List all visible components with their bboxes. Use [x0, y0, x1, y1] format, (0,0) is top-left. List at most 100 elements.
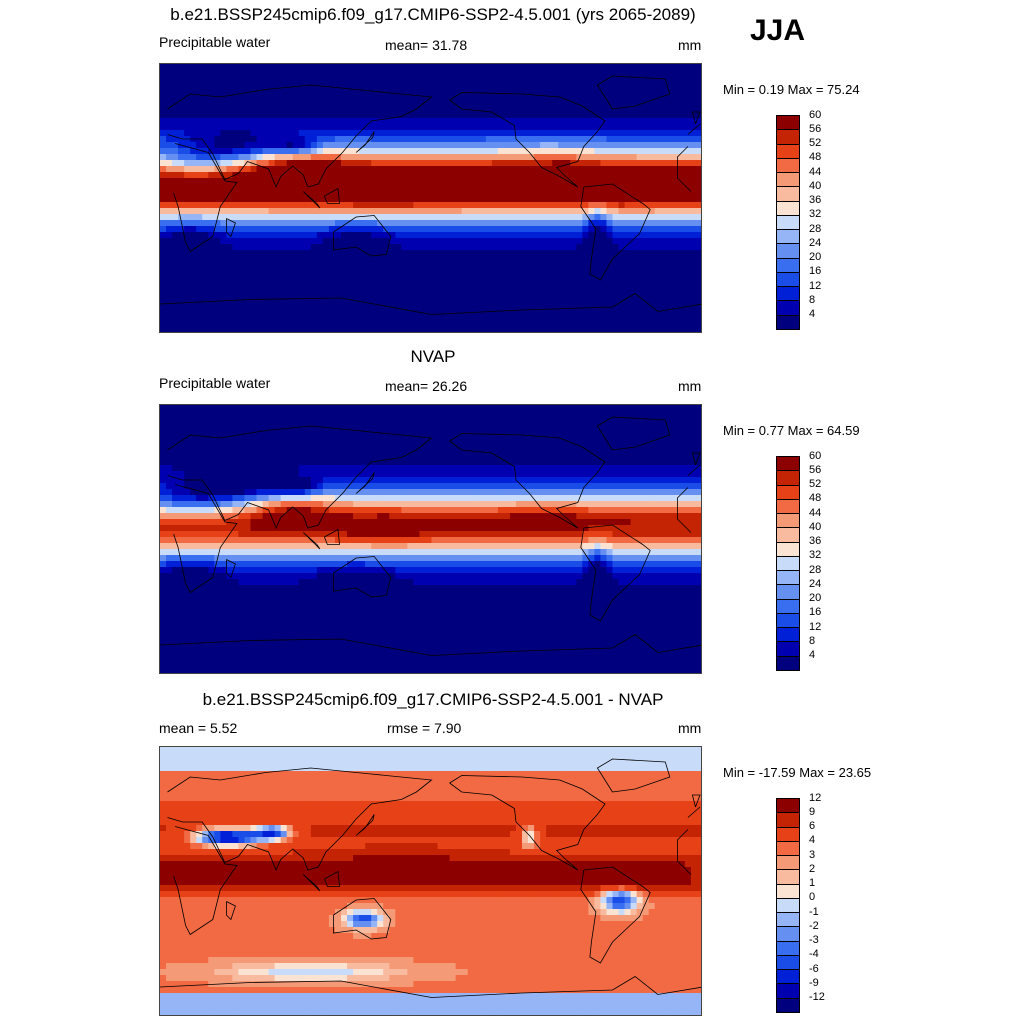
field-cell: [594, 453, 602, 460]
field-cell: [528, 226, 535, 233]
field-cell: [377, 118, 384, 125]
field-cell: [425, 70, 433, 77]
field-cell: [443, 274, 451, 281]
field-cell: [558, 70, 565, 77]
field-cell: [624, 298, 632, 305]
field-cell: [172, 411, 179, 418]
field-cell: [202, 160, 209, 167]
field-cell: [322, 148, 330, 155]
field-cell: [172, 429, 179, 436]
field-cell: [552, 280, 559, 287]
field-cell: [190, 280, 197, 287]
field-cell: [443, 160, 451, 167]
field-cell: [292, 453, 300, 460]
field-cell: [268, 286, 276, 293]
field-cell: [509, 118, 517, 125]
field-cell: [262, 304, 270, 311]
field-cell: [395, 417, 402, 424]
field-cell: [286, 118, 294, 125]
field-cell: [642, 310, 650, 317]
field-cell: [214, 166, 221, 173]
field-cell: [576, 136, 583, 143]
field-cell: [341, 100, 348, 107]
field-cell: [268, 220, 276, 227]
field-cell: [425, 292, 433, 299]
field-cell: [546, 304, 553, 311]
field-cell: [172, 124, 179, 131]
field-cell: [328, 64, 336, 71]
field-cell: [485, 256, 493, 263]
field-cell: [184, 220, 191, 227]
field-cell: [491, 298, 499, 305]
field-cell: [558, 304, 565, 311]
field-cell: [292, 130, 300, 137]
field-cell: [497, 76, 505, 83]
field-cell: [389, 226, 396, 233]
field-cell: [618, 310, 626, 317]
field-cell: [618, 214, 626, 221]
field-cell: [383, 118, 390, 125]
field-cell: [389, 405, 396, 412]
field-cell: [630, 423, 638, 430]
field-cell: [196, 190, 203, 197]
field-cell: [558, 298, 565, 305]
field-cell: [383, 435, 390, 442]
field-cell: [461, 226, 469, 233]
field-cell: [353, 154, 360, 161]
field-cell: [244, 304, 252, 311]
field-cell: [244, 429, 252, 436]
field-cell: [696, 298, 701, 305]
field-cell: [425, 262, 433, 269]
field-cell: [220, 459, 227, 466]
field-cell: [666, 322, 674, 329]
field-cell: [491, 136, 499, 143]
colorbar-segment: [776, 143, 800, 159]
field-cell: [564, 124, 571, 131]
field-cell: [244, 405, 252, 412]
field-cell: [274, 214, 282, 221]
field-cell: [250, 196, 258, 203]
field-cell: [648, 423, 656, 430]
field-cell: [672, 130, 680, 137]
field-cell: [491, 148, 499, 155]
field-cell: [347, 322, 354, 329]
field-cell: [256, 453, 264, 460]
field-cell: [407, 226, 414, 233]
field-cell: [485, 286, 493, 293]
field-cell: [455, 256, 463, 263]
field-cell: [250, 441, 258, 448]
field-cell: [244, 82, 252, 89]
field-cell: [696, 142, 701, 149]
field-cell: [654, 148, 662, 155]
field-cell: [322, 256, 330, 263]
field-cell: [184, 423, 191, 430]
field-cell: [672, 441, 680, 448]
field-cell: [262, 322, 270, 329]
field-cell: [684, 411, 692, 418]
field-cell: [371, 124, 378, 131]
field-cell: [696, 136, 701, 143]
field-cell: [522, 142, 529, 149]
field-cell: [515, 405, 523, 412]
field-cell: [624, 112, 632, 119]
field-cell: [298, 417, 306, 424]
field-cell: [316, 304, 324, 311]
field-cell: [166, 280, 173, 287]
field-cell: [208, 250, 215, 257]
field-cell: [286, 244, 294, 251]
field-cell: [546, 118, 553, 125]
field-cell: [202, 441, 209, 448]
field-cell: [485, 453, 493, 460]
field-cell: [190, 226, 197, 233]
field-cell: [582, 280, 589, 287]
field-cell: [515, 244, 523, 251]
field-cell: [684, 136, 692, 143]
field-cell: [600, 136, 608, 143]
field-cell: [690, 142, 698, 149]
field-cell: [642, 322, 650, 329]
field-cell: [389, 298, 396, 305]
field-cell: [322, 220, 330, 227]
field-cell: [395, 178, 402, 185]
field-cell: [672, 154, 680, 161]
field-cell: [316, 274, 324, 281]
